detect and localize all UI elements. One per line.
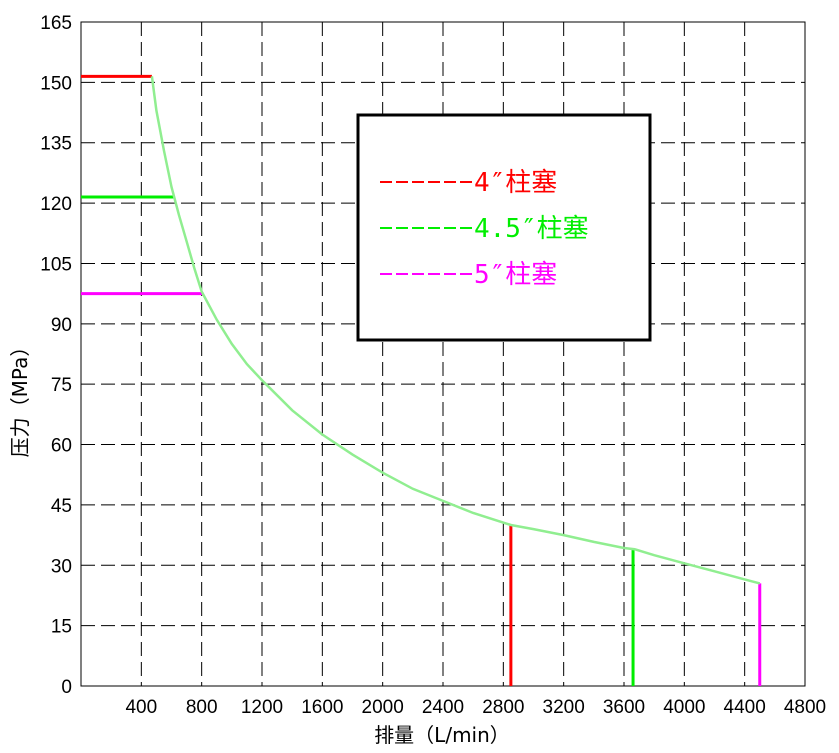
legend: 4″柱塞 4.5″柱塞 5″柱塞 — [356, 113, 652, 342]
x-tick-label: 3200 — [543, 697, 585, 718]
plot-frame — [80, 21, 806, 687]
y-tick-label: 135 — [40, 134, 72, 155]
y-tick-label: 15 — [51, 617, 72, 638]
y-tick-label: 45 — [51, 496, 72, 517]
x-tick-label: 2400 — [422, 697, 464, 718]
x-tick-label: 2800 — [482, 697, 524, 718]
y-tick-label: 60 — [51, 436, 72, 457]
y-tick-label: 30 — [51, 556, 72, 577]
pressure-flow-curve — [150, 76, 761, 585]
x-tick-label: 800 — [186, 697, 218, 718]
y-tick-label: 0 — [61, 677, 72, 698]
x-tick-label: 4000 — [663, 697, 705, 718]
x-tick-label: 4800 — [784, 697, 826, 718]
y-tick-label: 90 — [51, 315, 72, 336]
legend-label: 5″柱塞 — [474, 260, 557, 290]
x-tick-label: 1600 — [301, 697, 343, 718]
series — [150, 76, 761, 585]
y-axis-label: 压力（MPa） — [8, 337, 32, 458]
y-axis-ticks: 0 15 30 45 60 75 90 105 120 135 150 165 — [40, 13, 72, 698]
y-tick-label: 165 — [40, 13, 72, 34]
x-tick-label: 4400 — [724, 697, 766, 718]
plunger-limit-lines — [81, 74, 762, 686]
y-tick-label: 120 — [40, 194, 72, 215]
x-tick-label: 3600 — [603, 697, 645, 718]
x-tick-label: 2000 — [362, 697, 404, 718]
y-tick-label: 105 — [40, 254, 72, 275]
y-tick-label: 150 — [40, 73, 72, 94]
legend-label: 4.5″柱塞 — [474, 214, 589, 244]
x-tick-label: 1200 — [241, 697, 283, 718]
x-axis-ticks: 400 800 1200 1600 2000 2400 2800 3200 3600 4000 44… — [125, 697, 826, 718]
x-tick-label: 400 — [125, 697, 157, 718]
y-tick-label: 75 — [51, 375, 72, 396]
legend-label: 4″柱塞 — [474, 168, 557, 198]
x-axis-label: 排量（L/min） — [374, 723, 510, 747]
